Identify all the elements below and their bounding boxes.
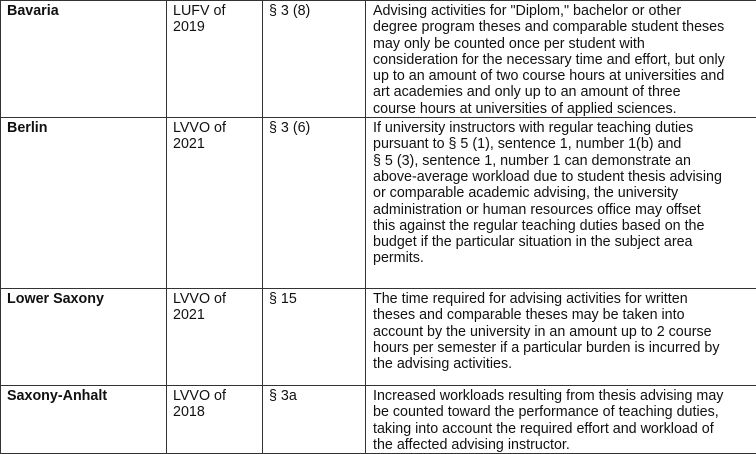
state-cell: Berlin xyxy=(0,117,167,290)
table-row: Bavaria LUFV of 2019 § 3 (8) Advising ac… xyxy=(0,0,756,119)
section-cell: § 3a xyxy=(262,385,366,454)
description-cell: Advising activities for "Diplom," bachel… xyxy=(365,0,756,119)
state-cell: Bavaria xyxy=(0,0,167,119)
section-cell: § 3 (8) xyxy=(262,0,366,119)
state-cell: Lower Saxony xyxy=(0,288,167,387)
regulation-cell: LUFV of 2019 xyxy=(166,0,263,119)
section-cell: § 3 (6) xyxy=(262,117,366,290)
description-cell: The time required for advising activitie… xyxy=(365,288,756,387)
regulation-cell: LVVO of 2021 xyxy=(166,117,263,290)
state-cell: Saxony-Anhalt xyxy=(0,385,167,454)
section-cell: § 15 xyxy=(262,288,366,387)
description-cell: If university instructors with regular t… xyxy=(365,117,756,290)
table-row: Berlin LVVO of 2021 § 3 (6) If universit… xyxy=(0,117,756,290)
regulation-cell: LVVO of 2018 xyxy=(166,385,263,454)
regulation-cell: LVVO of 2021 xyxy=(166,288,263,387)
description-cell: Increased workloads resulting from thesi… xyxy=(365,385,756,454)
table-row: Saxony-Anhalt LVVO of 2018 § 3a Increase… xyxy=(0,385,756,454)
table-row: Lower Saxony LVVO of 2021 § 15 The time … xyxy=(0,288,756,387)
